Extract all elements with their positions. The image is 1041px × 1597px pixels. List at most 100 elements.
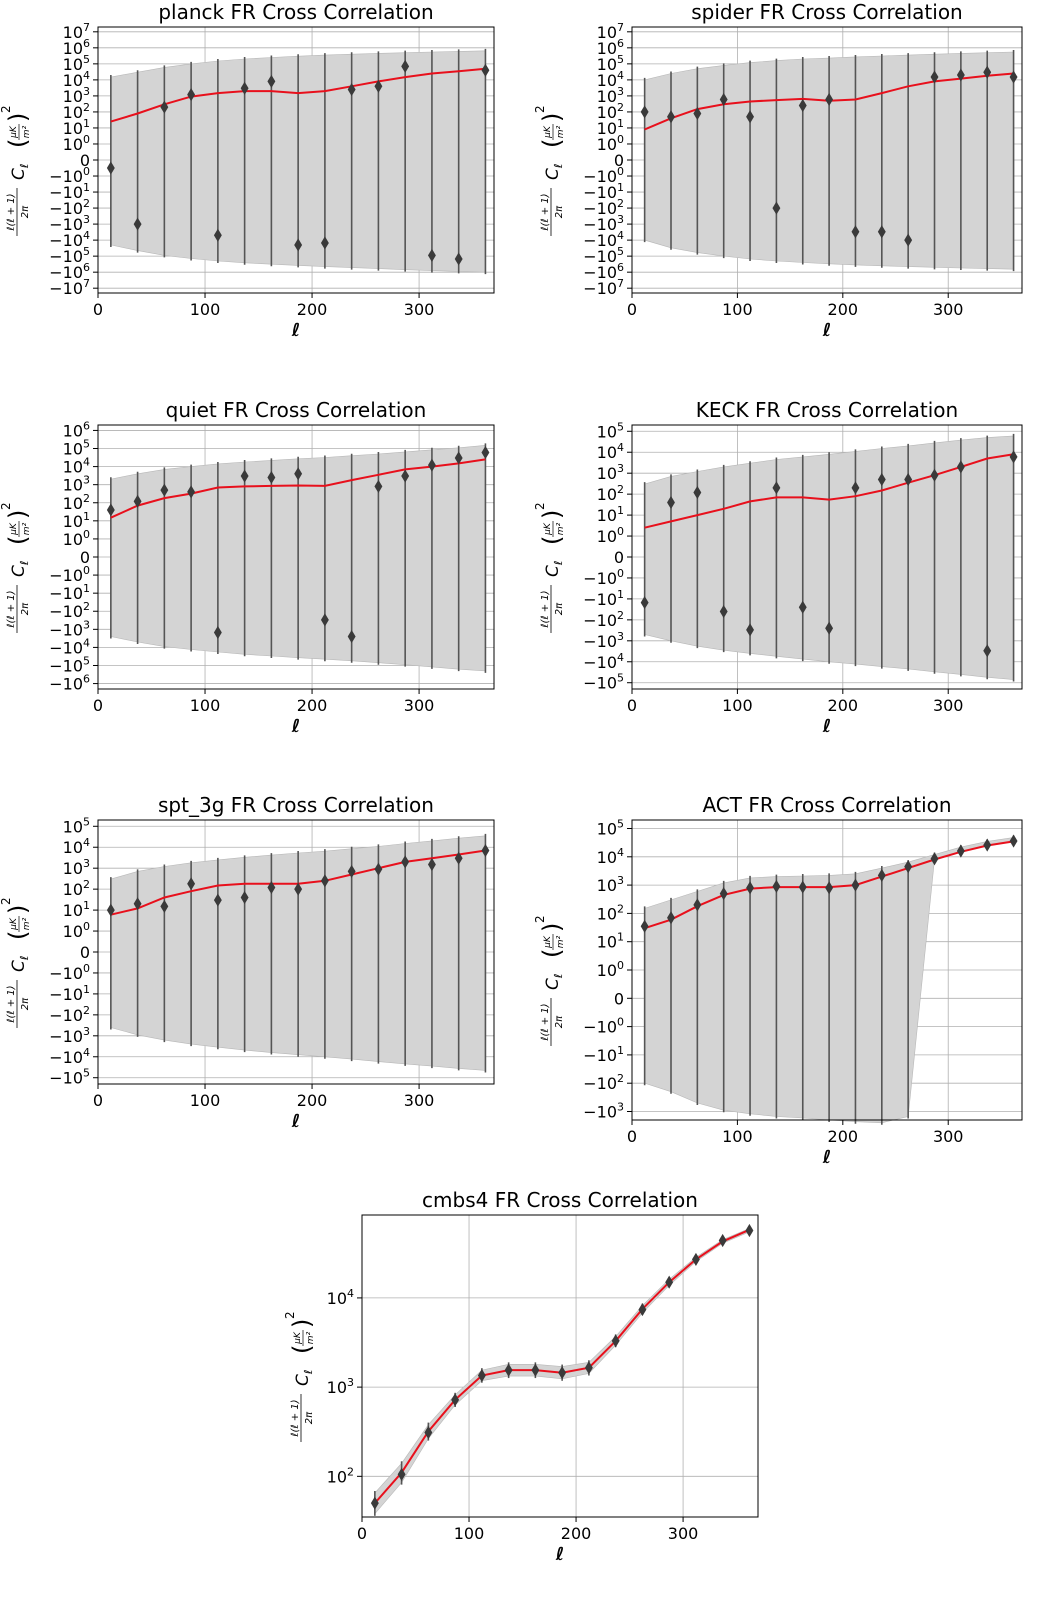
data-point <box>347 82 356 97</box>
y-axis-label: ℓ(ℓ + 1) 2π Cℓ (μK m²)2 <box>533 502 566 633</box>
data-point <box>294 238 303 252</box>
x-tick-label: 100 <box>722 696 753 715</box>
y-label-numerator: ℓ(ℓ + 1) <box>540 590 551 627</box>
y-label-numerator: ℓ(ℓ + 1) <box>6 193 17 230</box>
data-point <box>719 604 728 619</box>
chart-0: 1071061051041031021011000−100−101−102−10… <box>0 0 495 341</box>
y-tick-label: −102 <box>49 1004 90 1025</box>
data-point <box>667 495 675 510</box>
y-tick-label: −107 <box>583 277 624 298</box>
y-tick-label: −101 <box>49 181 90 202</box>
chart-title: cmbs4 FR Cross Correlation <box>422 1188 698 1212</box>
y-tick-label: −104 <box>583 229 624 250</box>
data-point <box>611 1334 620 1348</box>
y-label-cl: Cℓ <box>293 1370 315 1386</box>
x-tick-label: 300 <box>404 1091 435 1110</box>
data-point <box>719 92 728 107</box>
data-point <box>427 458 436 472</box>
y-tick-label: −102 <box>583 609 624 630</box>
data-point <box>825 881 834 895</box>
data-point <box>693 106 702 121</box>
y-label-fraction: ℓ(ℓ + 1) 2π <box>6 980 31 1028</box>
y-label-unit: (μK m²)2 <box>283 1311 316 1354</box>
y-label-unit-num: μK <box>293 1331 303 1345</box>
data-point <box>454 851 463 865</box>
y-ticks: 1071061051041031021011000−100−101−102−10… <box>49 21 98 298</box>
data-point <box>718 1233 727 1248</box>
x-axis-label: ℓ <box>822 320 832 341</box>
y-tick-label: 103 <box>63 857 90 878</box>
data-point <box>106 161 115 175</box>
data-point <box>267 74 276 89</box>
y-label-unit: (μK m²)2 <box>533 105 566 148</box>
data-point <box>956 844 965 858</box>
y-tick-label: −101 <box>49 983 90 1004</box>
y-label-paren-right: ) <box>288 1319 316 1328</box>
data-point <box>956 68 965 82</box>
data-point <box>187 485 196 499</box>
data-point <box>294 882 303 896</box>
chart-title: ACT FR Cross Correlation <box>702 793 951 817</box>
data-points <box>640 450 1018 658</box>
y-tick-label: −100 <box>49 165 90 186</box>
y-tick-label: −101 <box>583 588 624 609</box>
y-tick-label: 101 <box>63 899 90 920</box>
data-point <box>213 893 222 907</box>
data-point <box>745 1223 754 1238</box>
y-label-unit-den: m² <box>306 1331 316 1344</box>
y-tick-label: −103 <box>49 213 90 234</box>
data-point <box>347 629 356 644</box>
data-point <box>772 201 781 215</box>
y-tick-label: 103 <box>597 85 624 106</box>
data-point <box>454 252 463 266</box>
y-label-unit-num: μK <box>543 522 553 536</box>
data-points <box>106 445 490 644</box>
chart-3: 1051041031021011000−100−101−102−103−104−… <box>533 398 1023 737</box>
chart-title: quiet FR Cross Correlation <box>166 398 427 422</box>
data-point <box>877 472 886 487</box>
y-label-fraction: ℓ(ℓ + 1) 2π <box>290 1394 315 1442</box>
y-tick-label: −102 <box>49 600 90 621</box>
data-point <box>693 898 702 912</box>
model-line <box>110 67 486 123</box>
x-tick-label: 200 <box>828 1127 859 1146</box>
y-tick-label: 104 <box>63 456 90 477</box>
data-point <box>320 236 329 250</box>
data-point <box>904 233 913 247</box>
data-point <box>930 70 939 84</box>
y-label-numerator: ℓ(ℓ + 1) <box>290 1399 301 1436</box>
y-label-paren-right: ) <box>538 113 566 122</box>
y-label-numerator: ℓ(ℓ + 1) <box>540 193 551 230</box>
y-tick-label: 103 <box>597 462 624 483</box>
y-label-paren-right: ) <box>4 113 32 122</box>
y-tick-label: 100 <box>597 959 624 980</box>
error-bars <box>110 443 487 673</box>
y-tick-label: 105 <box>63 815 90 836</box>
data-point <box>401 855 410 869</box>
data-point <box>693 485 702 500</box>
y-label-cl: Cℓ <box>9 561 31 577</box>
data-point <box>930 852 939 866</box>
data-point <box>746 623 755 637</box>
y-tick-label: −101 <box>583 181 624 202</box>
y-tick-label: 0 <box>80 548 90 567</box>
y-tick-label: −105 <box>49 245 90 266</box>
y-tick-label: 104 <box>327 1287 354 1308</box>
y-tick-label: −103 <box>583 213 624 234</box>
y-tick-label: 104 <box>63 836 90 857</box>
y-label-unit: (μK m²)2 <box>533 915 566 958</box>
y-tick-label: 102 <box>327 1465 354 1486</box>
y-axis-label: ℓ(ℓ + 1) 2π Cℓ (μK m²)2 <box>533 915 566 1046</box>
y-tick-label: 105 <box>597 817 624 838</box>
y-label-paren-left: ( <box>538 536 566 545</box>
y-label-power: 2 <box>0 897 13 905</box>
y-label-cl: Cℓ <box>543 164 565 180</box>
data-point <box>320 874 329 888</box>
y-label-paren-right: ) <box>538 510 566 519</box>
y-ticks: 1071061051041031021011000−100−101−102−10… <box>583 21 632 298</box>
data-point <box>451 1393 460 1407</box>
y-tick-label: 100 <box>63 920 90 941</box>
data-point <box>746 881 755 895</box>
data-points <box>106 843 490 917</box>
